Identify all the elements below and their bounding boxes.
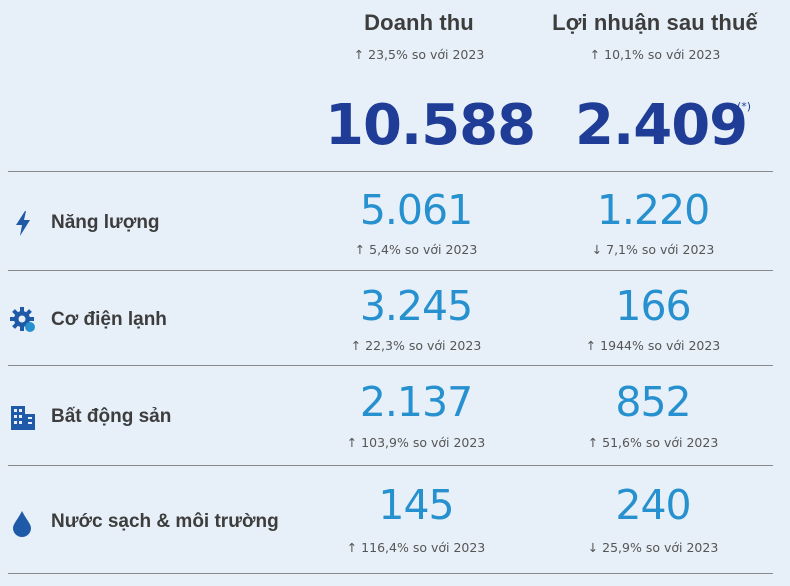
lightning-bolt-icon	[8, 208, 38, 238]
segment-revenue-change-energy: ↑ 5,4% so với 2023	[354, 242, 478, 257]
segment-revenue-change-real-estate: ↑ 103,9% so với 2023	[346, 435, 486, 450]
segment-label-energy: Năng lượng	[51, 212, 160, 233]
divider	[8, 465, 773, 466]
segment-profit-change-energy: ↓ 7,1% so với 2023	[591, 242, 715, 257]
profit-footnote: (*)	[737, 100, 752, 113]
segment-profit-mep: 166	[615, 282, 691, 330]
segment-revenue-change-water: ↑ 116,4% so với 2023	[346, 540, 486, 555]
segment-revenue-water: 145	[378, 481, 454, 529]
water-drop-icon	[8, 508, 38, 538]
revenue-total: 10.588	[325, 93, 536, 158]
segment-profit-water: 240	[615, 481, 691, 529]
divider	[8, 171, 773, 172]
segment-revenue-change-mep: ↑ 22,3% so với 2023	[350, 338, 482, 353]
segment-profit-change-mep: ↑ 1944% so với 2023	[585, 338, 721, 353]
profit-total: 2.409	[575, 93, 748, 158]
profit-header: Lợi nhuận sau thuế ↑ 10,1% so với 2023	[540, 10, 770, 62]
gear-icon	[8, 305, 38, 335]
divider	[8, 270, 773, 271]
segment-revenue-real-estate: 2.137	[359, 378, 473, 426]
revenue-change: ↑ 23,5% so với 2023	[353, 47, 485, 62]
segment-revenue-energy: 5.061	[359, 186, 473, 234]
profit-title: Lợi nhuận sau thuế	[552, 10, 758, 35]
segment-label-mep: Cơ điện lạnh	[51, 309, 167, 330]
segment-label-water: Nước sạch & môi trường	[51, 511, 279, 532]
segment-revenue-mep: 3.245	[359, 282, 473, 330]
divider	[8, 573, 773, 574]
segment-profit-real-estate: 852	[615, 378, 691, 426]
building-icon	[8, 402, 38, 432]
revenue-title: Doanh thu	[364, 10, 474, 35]
revenue-header: Doanh thu ↑ 23,5% so với 2023	[333, 10, 505, 62]
segment-label-real-estate: Bất động sản	[51, 406, 172, 427]
segment-profit-energy: 1.220	[596, 186, 710, 234]
divider	[8, 365, 773, 366]
segment-profit-change-real-estate: ↑ 51,6% so với 2023	[587, 435, 719, 450]
profit-change: ↑ 10,1% so với 2023	[589, 47, 721, 62]
segment-profit-change-water: ↓ 25,9% so với 2023	[587, 540, 719, 555]
